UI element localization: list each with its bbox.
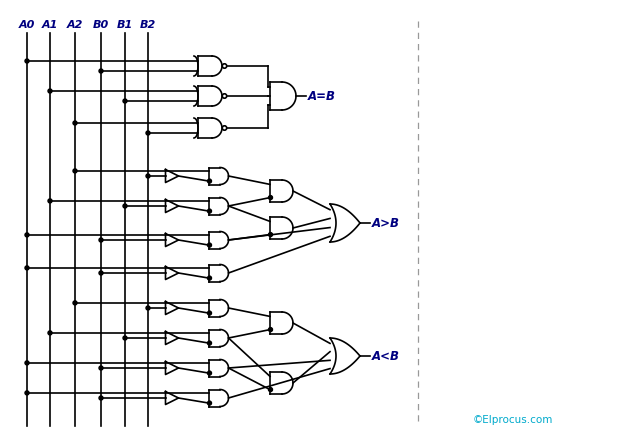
Circle shape — [208, 276, 211, 280]
Circle shape — [268, 196, 273, 200]
Circle shape — [146, 175, 150, 179]
Circle shape — [73, 122, 77, 126]
Text: A2: A2 — [67, 20, 83, 30]
Circle shape — [48, 199, 52, 203]
Text: ©Elprocus.com: ©Elprocus.com — [473, 414, 554, 424]
Circle shape — [146, 132, 150, 136]
Circle shape — [25, 266, 29, 270]
Circle shape — [123, 100, 127, 104]
Circle shape — [208, 180, 211, 184]
Circle shape — [99, 366, 103, 370]
Circle shape — [268, 328, 273, 332]
Circle shape — [99, 70, 103, 74]
Circle shape — [123, 205, 127, 208]
Circle shape — [48, 331, 52, 335]
Circle shape — [208, 210, 211, 214]
Circle shape — [99, 396, 103, 400]
Circle shape — [268, 233, 273, 237]
Text: B1: B1 — [117, 20, 133, 30]
Circle shape — [146, 306, 150, 310]
Text: A<B: A<B — [372, 350, 400, 363]
Circle shape — [123, 336, 127, 340]
Text: A1: A1 — [42, 20, 58, 30]
Text: A=B: A=B — [308, 90, 336, 103]
Circle shape — [208, 371, 211, 375]
Circle shape — [268, 388, 273, 392]
Circle shape — [25, 361, 29, 365]
Text: A>B: A>B — [372, 217, 400, 230]
Circle shape — [48, 90, 52, 94]
Text: B2: B2 — [140, 20, 156, 30]
Circle shape — [208, 401, 211, 405]
Circle shape — [208, 311, 211, 315]
Circle shape — [99, 238, 103, 243]
Text: B0: B0 — [93, 20, 109, 30]
Circle shape — [25, 60, 29, 64]
Circle shape — [73, 170, 77, 173]
Circle shape — [208, 244, 211, 247]
Circle shape — [208, 341, 211, 345]
Circle shape — [25, 391, 29, 395]
Circle shape — [73, 301, 77, 305]
Circle shape — [25, 233, 29, 237]
Circle shape — [99, 272, 103, 276]
Text: A0: A0 — [19, 20, 35, 30]
